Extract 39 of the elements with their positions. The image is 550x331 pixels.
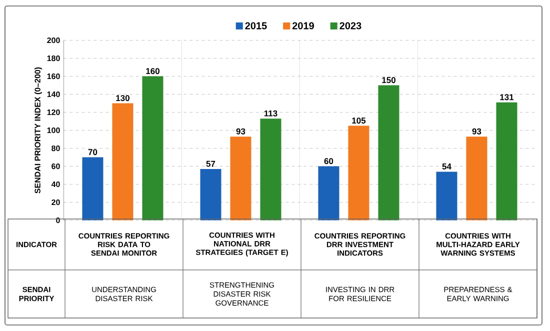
data-label: 70	[88, 149, 98, 156]
bar	[496, 102, 518, 220]
y-tick-label: 200	[47, 37, 60, 44]
bar	[466, 136, 488, 220]
data-label: 130	[116, 95, 130, 102]
y-tick-label: 100	[47, 127, 60, 134]
data-label: 54	[442, 164, 452, 170]
y-tick-label: 0	[56, 217, 60, 224]
y-tick-label: 80	[52, 145, 60, 152]
data-label: 93	[236, 128, 246, 134]
legend-label: 2019	[292, 22, 314, 30]
bar	[82, 157, 104, 220]
bar	[260, 118, 282, 220]
data-label: 60	[324, 158, 334, 164]
y-tick-label: 20	[52, 199, 60, 206]
bar	[112, 103, 134, 220]
y-axis-title: SENDAI PRIORITY INDEX (0–200)	[34, 67, 42, 194]
data-label: 160	[146, 68, 160, 74]
data-label: 150	[382, 77, 396, 84]
bar	[200, 168, 222, 220]
y-tick-label: 60	[52, 163, 60, 170]
data-label: 131	[500, 94, 514, 100]
legend-label: 2015	[245, 22, 267, 30]
y-tick-label: 140	[47, 91, 60, 98]
legend-label: 2023	[340, 22, 362, 30]
y-tick-label: 160	[47, 73, 60, 80]
data-label: 113	[264, 110, 278, 116]
bar	[142, 76, 164, 220]
data-label: 93	[472, 128, 482, 134]
bar	[318, 166, 340, 220]
bar	[230, 136, 252, 220]
data-label: 105	[352, 118, 366, 124]
bar	[436, 172, 458, 220]
bar	[348, 126, 370, 220]
y-tick-label: 120	[47, 109, 60, 116]
data-label: 57	[206, 160, 216, 167]
bar	[378, 85, 400, 220]
y-tick-label: 40	[51, 181, 60, 188]
y-tick-label: 180	[47, 55, 60, 62]
